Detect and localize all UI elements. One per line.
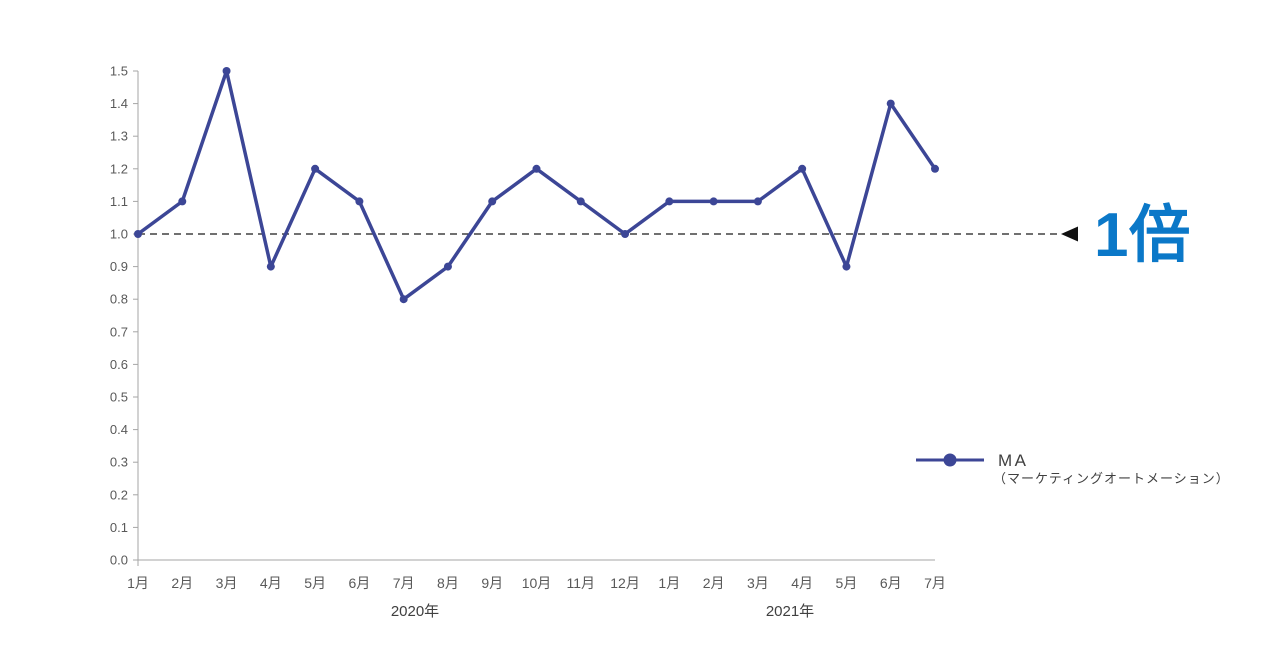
y-axis: 0.0 0.1 0.2 0.3 0.4 0.5 0.6 0.7 0.8 0.9 1.0 1.1 1.2 1… [110, 64, 139, 568]
data-point-marker [134, 230, 142, 238]
data-point-marker [399, 295, 408, 304]
data-point-marker [753, 197, 762, 206]
x-tick-label: 9月 [481, 575, 503, 591]
x-tick-label: 6月 [880, 575, 902, 591]
x-tick-label: 6月 [348, 575, 370, 591]
data-point-marker [665, 197, 674, 206]
y-tick-label: 0.7 [110, 324, 128, 339]
y-tick-label: 1.0 [110, 227, 128, 242]
x-tick-label: 5月 [836, 575, 858, 591]
y-tick-label: 1.3 [110, 129, 128, 144]
y-tick-label: 0.8 [110, 292, 128, 307]
y-tick-label: 0.9 [110, 259, 128, 274]
x-tick-label: 4月 [260, 575, 282, 591]
x-tick-label: 3月 [216, 575, 238, 591]
reference-line-label: 1倍 [1094, 201, 1190, 270]
y-tick-label: 1.2 [110, 161, 128, 176]
data-point-marker [576, 197, 585, 206]
y-tick-label: 0.2 [110, 487, 128, 502]
x-tick-label: 5月 [304, 575, 326, 591]
data-point-marker [222, 67, 231, 75]
x-axis: 1月 2月 3月 4月 5月 6月 7月 8月 9月 10月 11月 12月 1月 2月 3月 4月 5月 6月 7… [127, 559, 946, 620]
x-tick-label: 8月 [437, 575, 459, 591]
legend-dot-marker [943, 453, 957, 467]
reference-arrow-icon [1061, 226, 1078, 242]
data-point-marker [621, 230, 630, 238]
data-point-marker [931, 164, 939, 173]
x-tick-label: 3月 [747, 575, 769, 591]
x-tick-label: 2月 [171, 575, 193, 591]
data-point-marker [886, 99, 895, 108]
x-tick-label: 10月 [522, 575, 552, 591]
y-tick-label: 0.3 [110, 455, 128, 470]
data-point-marker [532, 164, 541, 173]
y-tick-label: 0.0 [110, 553, 128, 568]
data-point-marker [443, 262, 452, 271]
year-label: 2021年 [766, 603, 814, 620]
legend-title: MA [998, 451, 1029, 470]
x-tick-label: 1月 [127, 575, 149, 591]
legend: MA （マーケティングオートメーション） [916, 451, 1230, 486]
y-tick-label: 0.5 [110, 390, 128, 405]
data-point-marker [709, 197, 718, 206]
data-point-marker [488, 197, 497, 206]
x-tick-label: 1月 [658, 575, 680, 591]
y-tick-label: 1.1 [110, 194, 128, 209]
reference-line-group [138, 226, 1078, 242]
y-tick-label: 1.5 [110, 64, 128, 79]
y-tick-label: 0.4 [110, 422, 128, 437]
x-tick-label: 7月 [393, 575, 415, 591]
x-tick-label: 12月 [610, 575, 640, 591]
y-tick-label: 1.4 [110, 96, 128, 111]
x-tick-label: 4月 [791, 575, 813, 591]
data-point-marker [311, 164, 320, 173]
data-point-marker [842, 262, 851, 271]
data-point-marker [178, 197, 187, 206]
x-tick-label: 11月 [567, 575, 596, 591]
x-tick-label: 7月 [924, 575, 946, 591]
series-ma [134, 67, 939, 304]
data-point-marker [798, 164, 807, 173]
data-point-marker [355, 197, 364, 206]
data-point-marker [266, 262, 275, 271]
x-tick-label: 2月 [703, 575, 725, 591]
year-label: 2020年 [391, 603, 439, 620]
y-tick-label: 0.1 [110, 520, 128, 535]
y-tick-label: 0.6 [110, 357, 128, 372]
legend-subtitle: （マーケティングオートメーション） [993, 471, 1230, 486]
series-line [136, 69, 937, 301]
